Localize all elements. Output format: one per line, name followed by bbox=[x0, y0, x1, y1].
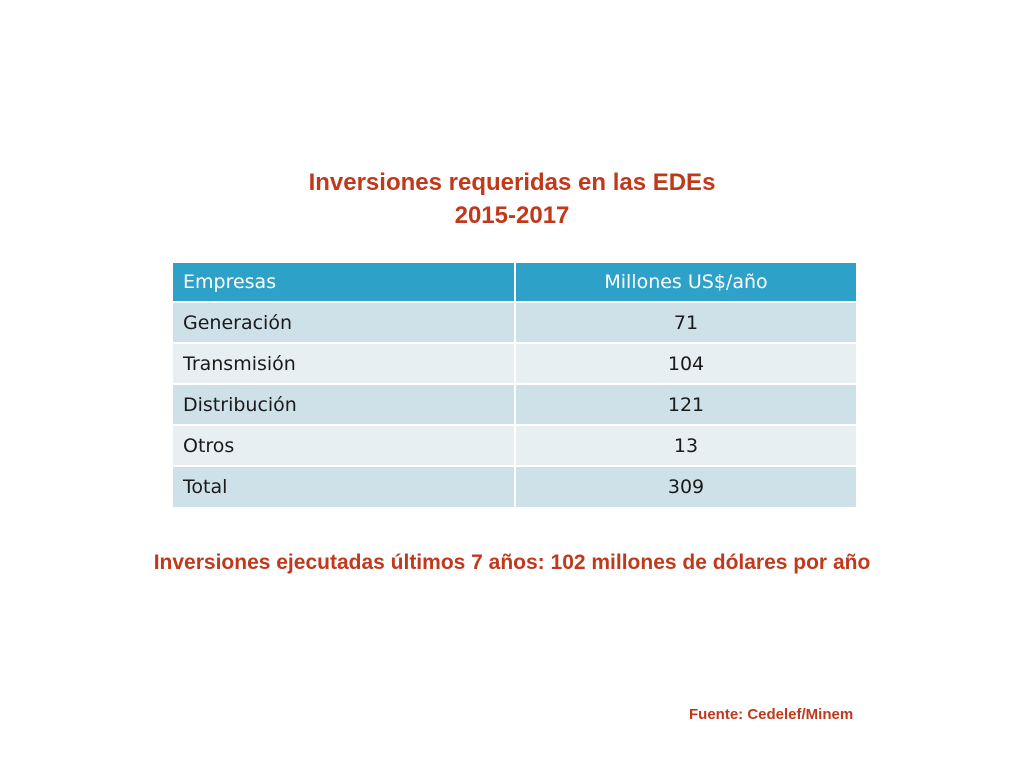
title-line-1: Inversiones requeridas en las EDEs bbox=[308, 169, 716, 196]
row-value: 104 bbox=[667, 352, 705, 375]
table-row: Otros 13 bbox=[173, 425, 856, 466]
table-header-row: Empresas Millones US$/año bbox=[173, 263, 856, 302]
header-millones: Millones US$/año bbox=[604, 271, 768, 293]
row-name: Distribución bbox=[173, 384, 516, 425]
row-value: 309 bbox=[667, 476, 705, 498]
table-row: Distribución 121 bbox=[173, 384, 856, 425]
source-credit: Fuente: Cedelef/Minem bbox=[689, 706, 854, 723]
table-row-total: Total 309 bbox=[173, 466, 856, 507]
row-value: 71 bbox=[673, 311, 699, 334]
row-value: 121 bbox=[667, 393, 705, 416]
investment-table: Empresas Millones US$/año Generación 71 … bbox=[173, 263, 856, 507]
page-title: Inversiones requeridas en las EDEs 2015-… bbox=[0, 166, 1024, 232]
investment-note: Inversiones ejecutadas últimos 7 años: 1… bbox=[153, 551, 871, 574]
investment-table-wrapper: Empresas Millones US$/año Generación 71 … bbox=[173, 263, 856, 507]
row-name: Total bbox=[173, 466, 516, 507]
title-line-2: 2015-2017 bbox=[454, 202, 570, 229]
row-name: Transmisión bbox=[173, 343, 516, 384]
row-value: 13 bbox=[673, 434, 699, 457]
row-name: Otros bbox=[173, 425, 516, 466]
table-row: Transmisión 104 bbox=[173, 343, 856, 384]
table-row: Generación 71 bbox=[173, 302, 856, 343]
row-name: Generación bbox=[173, 302, 516, 343]
header-empresas: Empresas bbox=[173, 263, 516, 302]
